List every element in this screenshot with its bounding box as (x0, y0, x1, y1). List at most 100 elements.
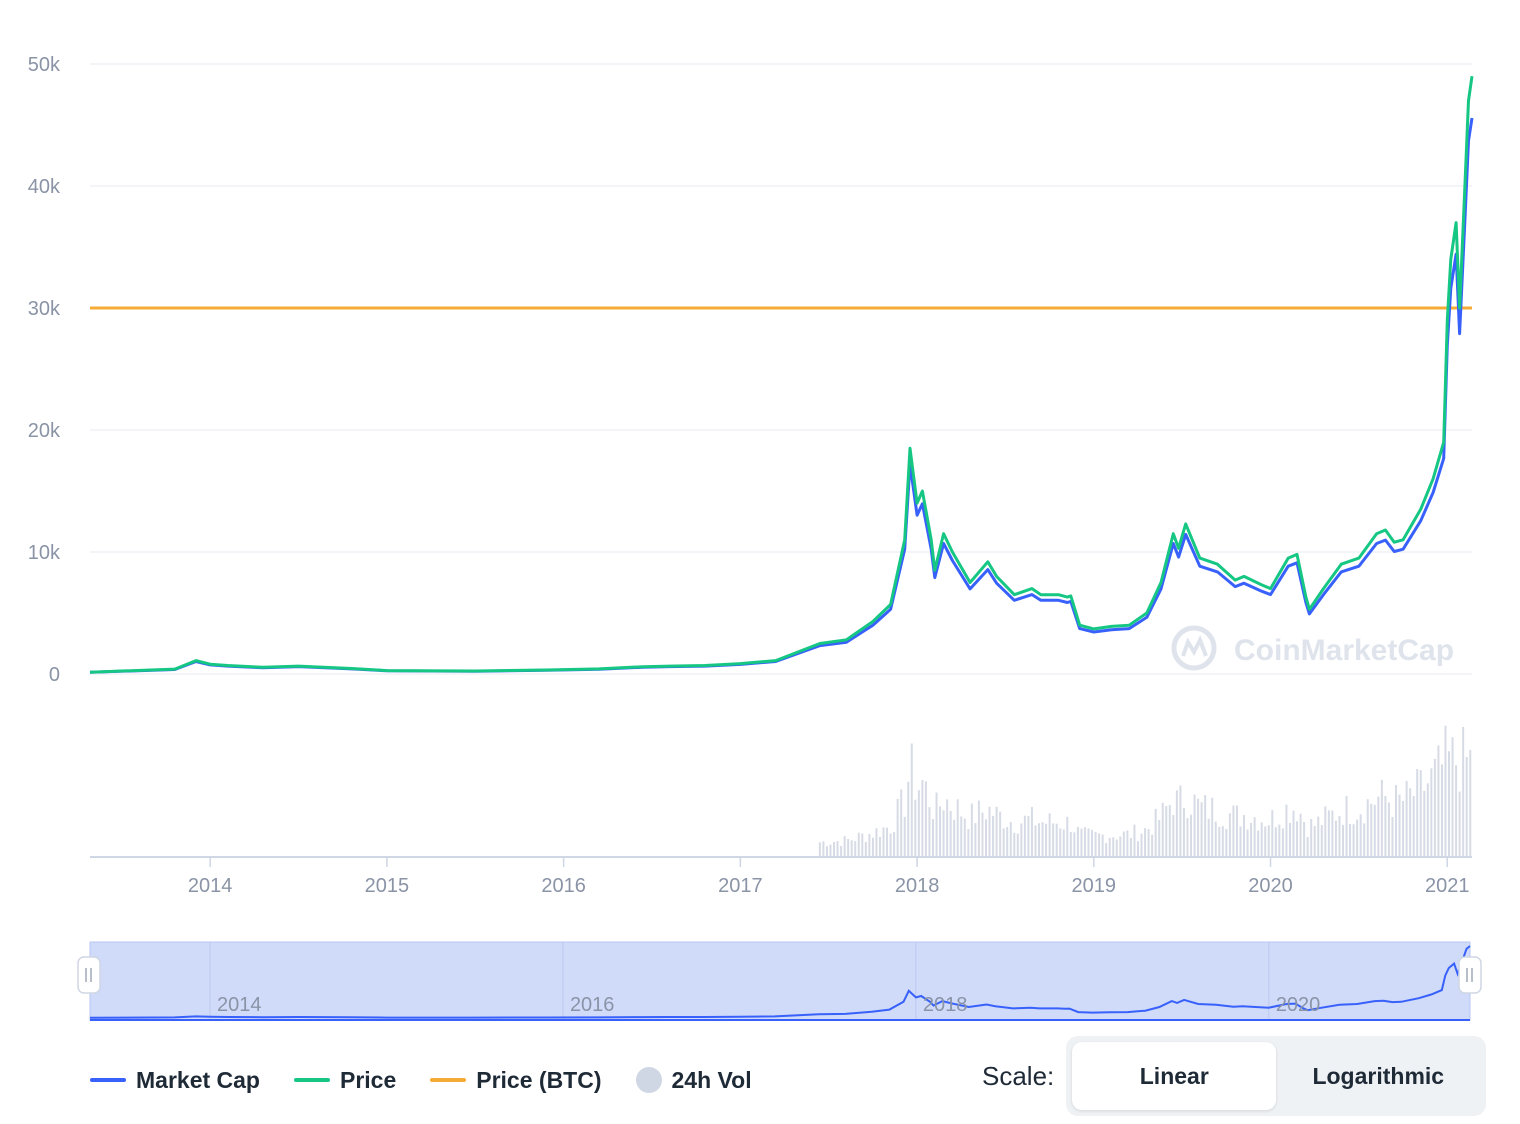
volume-bar (1444, 725, 1447, 857)
volume-bar (914, 799, 917, 857)
legend-label: 24h Vol (671, 1066, 752, 1093)
volume-bar (1430, 768, 1433, 857)
y-tick-label: 40k (28, 176, 61, 198)
volume-bar (1352, 824, 1355, 857)
volume-bar (1303, 822, 1306, 857)
volume-bar (1250, 822, 1253, 857)
volume-bar (1341, 824, 1344, 857)
volume-bar (1197, 798, 1200, 857)
volume-bar (1384, 796, 1387, 857)
volume-bar (1062, 829, 1065, 857)
volume-bar (1402, 800, 1405, 857)
legend-item-24h-vol[interactable]: 24h Vol (635, 1066, 752, 1094)
volume-bar (1363, 823, 1366, 857)
volume-bar (871, 837, 874, 857)
volume-bar (1299, 813, 1302, 857)
volume-bar (857, 832, 860, 857)
volume-bar (1193, 794, 1196, 857)
volume-bar (1377, 796, 1380, 857)
navigator-handle-right[interactable] (1458, 956, 1482, 994)
volume-bar (942, 810, 945, 857)
volume-bar (917, 790, 920, 857)
volume-bar (1030, 806, 1033, 857)
volume-bar (1239, 826, 1242, 857)
volume-bar (1253, 817, 1256, 857)
volume-bar (1324, 806, 1327, 857)
y-tick-label: 10k (28, 542, 61, 564)
volume-bar (1105, 843, 1108, 857)
volume-bar (1373, 804, 1376, 857)
volume-bar (1091, 830, 1094, 857)
volume-bar (1296, 821, 1299, 857)
volume-bar (1455, 765, 1458, 857)
scale-toggle: Scale: Linear Logarithmic (982, 1036, 1487, 1116)
volume-bar (1246, 829, 1249, 857)
volume-bar (995, 806, 998, 857)
volume-bar (1228, 813, 1231, 857)
volume-bar (1285, 804, 1288, 857)
volume-bar (1416, 769, 1419, 857)
y-gridlines (90, 63, 1472, 675)
navigator-label: 2016 (570, 994, 615, 1016)
volume-bar (1458, 791, 1461, 857)
y-tick-label: 0 (49, 664, 60, 686)
volume-bar (1395, 785, 1398, 857)
volume-bar (836, 841, 839, 857)
x-tick-label: 2021 (1425, 875, 1470, 897)
volume-bar (1009, 821, 1012, 857)
volume-bar (1147, 829, 1150, 857)
volume-bar (907, 781, 910, 857)
x-tick-label: 2015 (365, 875, 410, 897)
volume-bar (882, 827, 885, 857)
volume-bar (992, 815, 995, 857)
y-axis-ticks: 0 10k 20k 30k 40k 50k (28, 54, 61, 686)
volume-bar (818, 842, 821, 857)
volume-bar (840, 846, 843, 857)
volume-bar (1260, 822, 1263, 857)
x-tick-label: 2020 (1248, 875, 1293, 897)
volume-bar (889, 833, 892, 857)
legend-item-price-btc[interactable]: Price (BTC) (430, 1067, 602, 1094)
volume-bar (1359, 814, 1362, 857)
volume-bar (1465, 757, 1468, 857)
volume-bar (1154, 808, 1157, 857)
volume-bar (1462, 726, 1465, 857)
volume-bar (1313, 825, 1316, 857)
volume-bar (1433, 758, 1436, 857)
volume-bar (1027, 816, 1030, 857)
volume-bar (1041, 822, 1044, 857)
volume-bar (1338, 815, 1341, 857)
x-tick-label: 2017 (718, 875, 763, 897)
volume-bar (1002, 828, 1005, 857)
volume-bar (1080, 828, 1083, 857)
volume-bar (1172, 815, 1175, 857)
volume-bar (1133, 824, 1136, 857)
volume-bar (1048, 813, 1051, 857)
navigator[interactable]: 2014 2016 2018 2020 (77, 941, 1482, 1021)
volume-bar (1094, 831, 1097, 857)
volume-bar (1211, 797, 1214, 857)
volume-bar (1186, 818, 1189, 857)
volume-bar (1200, 802, 1203, 857)
market-cap-series-line (89, 117, 1474, 674)
volume-bar (1182, 807, 1185, 857)
volume-bar (921, 780, 924, 857)
logarithmic-scale-button[interactable]: Logarithmic (1312, 1062, 1445, 1089)
volume-bar (1349, 824, 1352, 857)
volume-bar (960, 816, 963, 857)
coinmarketcap-logo-mark-icon (1181, 635, 1208, 657)
volume-bar (825, 846, 828, 857)
volume-bar (1151, 834, 1154, 857)
navigator-label: 2014 (217, 994, 262, 1016)
volume-bar (1214, 821, 1217, 857)
volume-bar (939, 806, 942, 857)
volume-bar (1052, 823, 1055, 857)
legend-item-price[interactable]: Price (293, 1067, 396, 1094)
navigator-handle-left[interactable] (77, 956, 101, 994)
x-tick-label: 2016 (541, 875, 586, 897)
legend-item-market-cap[interactable]: Market Cap (90, 1067, 260, 1094)
volume-bar (1437, 745, 1440, 857)
linear-scale-button[interactable]: Linear (1072, 1042, 1277, 1110)
volume-bar (1207, 818, 1210, 857)
